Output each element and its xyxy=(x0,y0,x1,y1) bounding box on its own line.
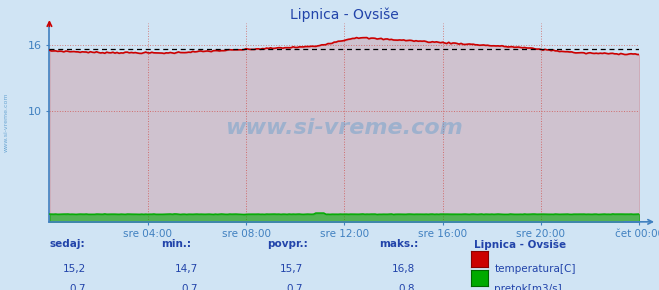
Text: 15,7: 15,7 xyxy=(280,264,303,274)
Text: 14,7: 14,7 xyxy=(175,264,198,274)
Text: www.si-vreme.com: www.si-vreme.com xyxy=(225,119,463,139)
Text: 15,2: 15,2 xyxy=(63,264,86,274)
Text: pretok[m3/s]: pretok[m3/s] xyxy=(494,284,562,290)
Text: 0,7: 0,7 xyxy=(69,284,86,290)
Text: 16,8: 16,8 xyxy=(392,264,415,274)
Text: 0,8: 0,8 xyxy=(399,284,415,290)
Text: temperatura[C]: temperatura[C] xyxy=(494,264,576,274)
Title: Lipnica - Ovsiše: Lipnica - Ovsiše xyxy=(290,8,399,22)
Text: www.si-vreme.com: www.si-vreme.com xyxy=(4,92,9,152)
Text: maks.:: maks.: xyxy=(379,239,418,249)
Text: 0,7: 0,7 xyxy=(287,284,303,290)
Text: Lipnica - Ovsiše: Lipnica - Ovsiše xyxy=(474,239,567,250)
Text: sedaj:: sedaj: xyxy=(49,239,85,249)
Text: min.:: min.: xyxy=(161,239,192,249)
Text: 0,7: 0,7 xyxy=(181,284,198,290)
Text: povpr.:: povpr.: xyxy=(267,239,308,249)
